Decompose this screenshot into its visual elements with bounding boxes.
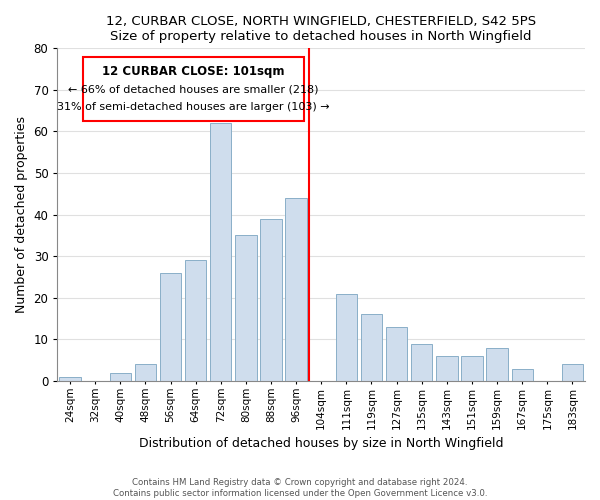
Bar <box>562 364 583 381</box>
Bar <box>135 364 156 381</box>
Bar <box>286 198 307 381</box>
Bar <box>210 123 232 381</box>
Text: Contains HM Land Registry data © Crown copyright and database right 2024.
Contai: Contains HM Land Registry data © Crown c… <box>113 478 487 498</box>
Text: ← 66% of detached houses are smaller (218): ← 66% of detached houses are smaller (21… <box>68 85 319 95</box>
Bar <box>361 314 382 381</box>
Bar <box>185 260 206 381</box>
Bar <box>386 327 407 381</box>
Bar <box>160 273 181 381</box>
Bar <box>461 356 482 381</box>
Bar <box>335 294 357 381</box>
Bar <box>59 377 80 381</box>
Title: 12, CURBAR CLOSE, NORTH WINGFIELD, CHESTERFIELD, S42 5PS
Size of property relati: 12, CURBAR CLOSE, NORTH WINGFIELD, CHEST… <box>106 15 536 43</box>
Text: 12 CURBAR CLOSE: 101sqm: 12 CURBAR CLOSE: 101sqm <box>102 64 284 78</box>
FancyBboxPatch shape <box>83 56 304 121</box>
Bar <box>411 344 433 381</box>
Y-axis label: Number of detached properties: Number of detached properties <box>15 116 28 313</box>
Bar <box>235 236 257 381</box>
Bar <box>512 368 533 381</box>
X-axis label: Distribution of detached houses by size in North Wingfield: Distribution of detached houses by size … <box>139 437 503 450</box>
Bar <box>260 219 281 381</box>
Bar <box>436 356 458 381</box>
Text: 31% of semi-detached houses are larger (103) →: 31% of semi-detached houses are larger (… <box>57 102 329 112</box>
Bar <box>110 372 131 381</box>
Bar <box>487 348 508 381</box>
